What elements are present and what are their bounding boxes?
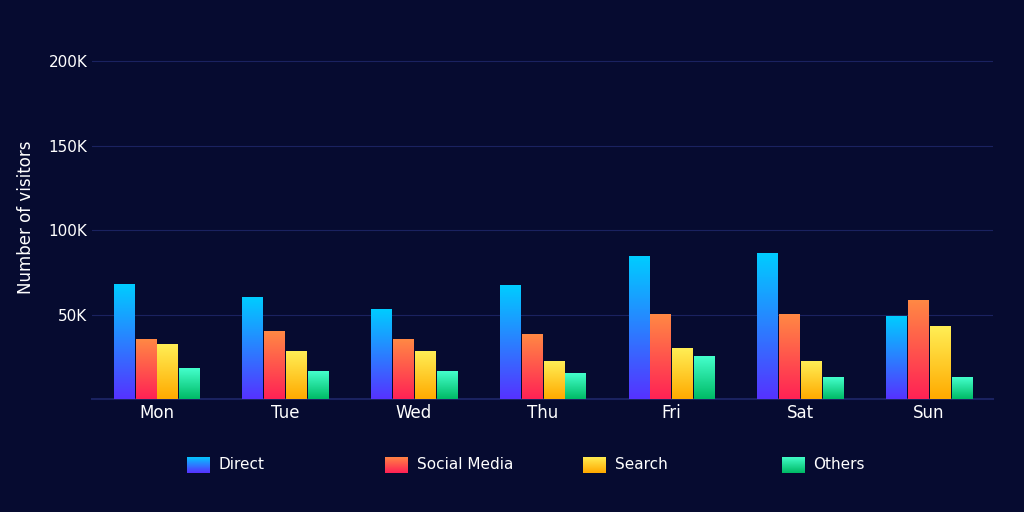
Text: Others: Others <box>813 457 864 472</box>
Text: Search: Search <box>614 457 668 472</box>
Text: Direct: Direct <box>218 457 264 472</box>
Text: Social Media: Social Media <box>417 457 513 472</box>
Y-axis label: Number of visitors: Number of visitors <box>16 141 35 294</box>
